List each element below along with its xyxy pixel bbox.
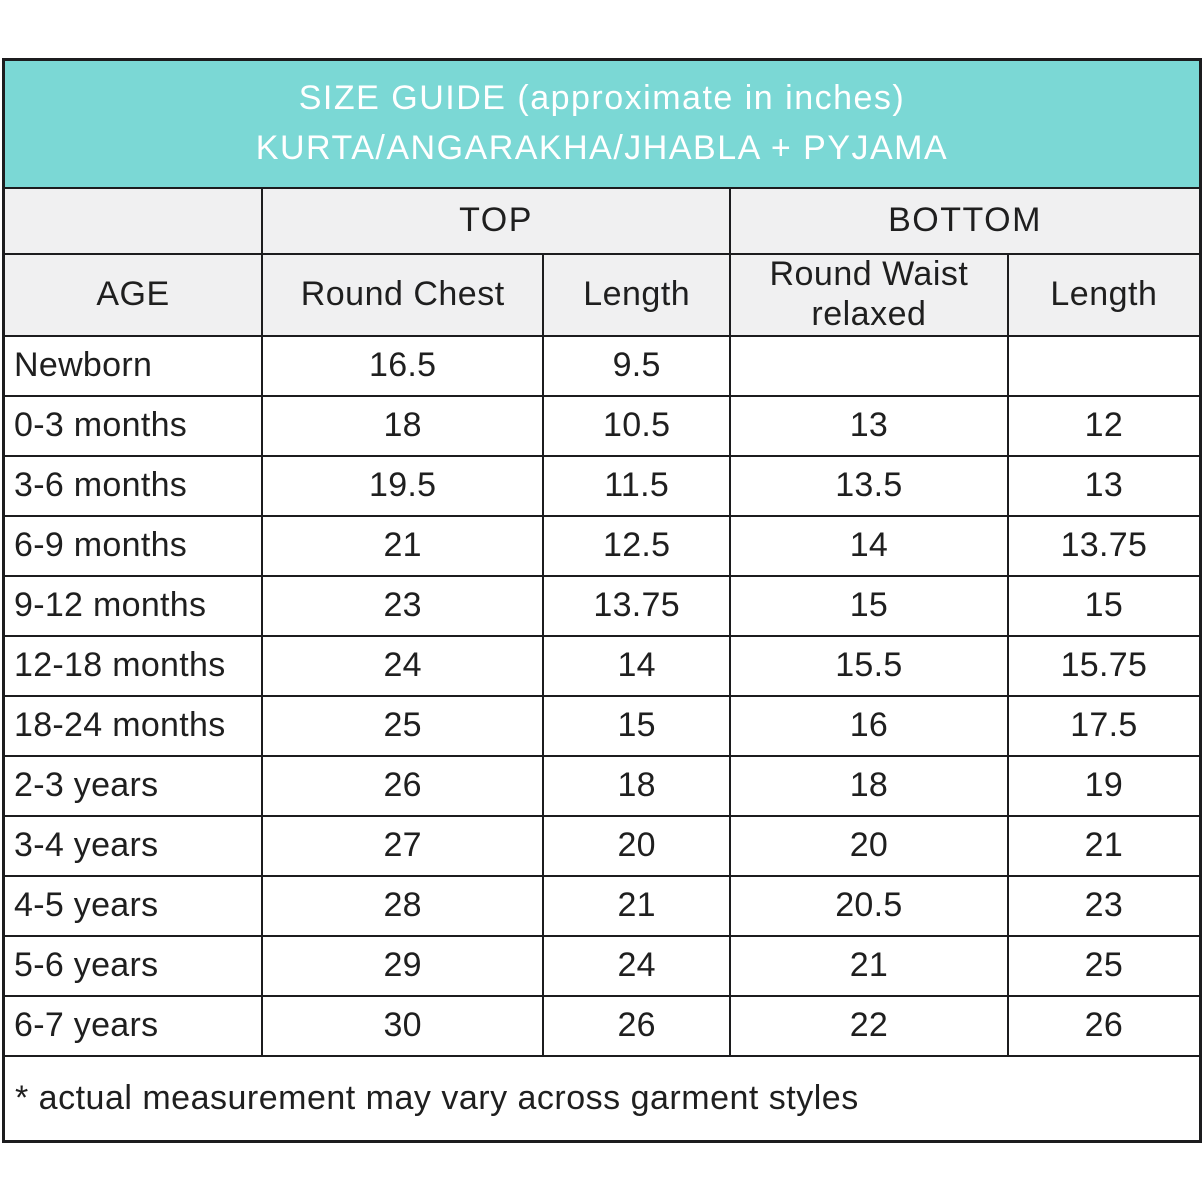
value-cell: 21 <box>729 934 1009 997</box>
value-cell: 12 <box>1006 394 1202 457</box>
value-cell: 10.5 <box>542 394 732 457</box>
col-header-round-chest: Round Chest <box>261 252 545 337</box>
value-cell: 27 <box>261 814 545 877</box>
value-cell: 22 <box>729 994 1009 1057</box>
value-cell <box>729 334 1009 397</box>
size-guide-container: SIZE GUIDE (approximate in inches) KURTA… <box>2 58 1202 1143</box>
age-cell: 6-7 years <box>2 994 264 1057</box>
column-header-row: AGE Round Chest Length Round Waist relax… <box>2 252 1202 337</box>
size-guide-table: SIZE GUIDE (approximate in inches) KURTA… <box>2 58 1202 1143</box>
value-cell: 20 <box>542 814 732 877</box>
footnote-text: * actual measurement may vary across gar… <box>2 1054 1202 1143</box>
age-cell: 4-5 years <box>2 874 264 937</box>
table-title: SIZE GUIDE (approximate in inches) KURTA… <box>2 58 1202 189</box>
age-cell: 5-6 years <box>2 934 264 997</box>
age-cell: 2-3 years <box>2 754 264 817</box>
value-cell: 15.75 <box>1006 634 1202 697</box>
col-header-age: AGE <box>2 252 264 337</box>
value-cell: 16.5 <box>261 334 545 397</box>
value-cell: 24 <box>261 634 545 697</box>
table-row: 3-4 years 27 20 20 21 <box>2 814 1202 877</box>
value-cell: 11.5 <box>542 454 732 517</box>
value-cell: 28 <box>261 874 545 937</box>
table-row: 9-12 months 23 13.75 15 15 <box>2 574 1202 637</box>
table-row: 0-3 months 18 10.5 13 12 <box>2 394 1202 457</box>
table-row: 12-18 months 24 14 15.5 15.75 <box>2 634 1202 697</box>
value-cell: 15 <box>729 574 1009 637</box>
title-line-1: SIZE GUIDE (approximate in inches) <box>298 79 906 118</box>
table-row: 18-24 months 25 15 16 17.5 <box>2 694 1202 757</box>
col-header-top-length: Length <box>542 252 732 337</box>
value-cell: 19.5 <box>261 454 545 517</box>
value-cell: 18 <box>729 754 1009 817</box>
value-cell: 13.5 <box>729 454 1009 517</box>
value-cell: 13.75 <box>1006 514 1202 577</box>
table-row: 3-6 months 19.5 11.5 13.5 13 <box>2 454 1202 517</box>
value-cell: 21 <box>1006 814 1202 877</box>
value-cell: 15 <box>542 694 732 757</box>
value-cell: 21 <box>261 514 545 577</box>
value-cell: 18 <box>261 394 545 457</box>
table-row: 6-9 months 21 12.5 14 13.75 <box>2 514 1202 577</box>
value-cell: 29 <box>261 934 545 997</box>
age-cell: 3-4 years <box>2 814 264 877</box>
value-cell: 13 <box>729 394 1009 457</box>
footnote-row: * actual measurement may vary across gar… <box>2 1054 1202 1143</box>
value-cell: 13.75 <box>542 574 732 637</box>
table-row: 5-6 years 29 24 21 25 <box>2 934 1202 997</box>
value-cell: 16 <box>729 694 1009 757</box>
value-cell: 20.5 <box>729 874 1009 937</box>
value-cell: 24 <box>542 934 732 997</box>
age-cell: Newborn <box>2 334 264 397</box>
table-row: 4-5 years 28 21 20.5 23 <box>2 874 1202 937</box>
col-header-round-waist: Round Waist relaxed <box>729 252 1009 337</box>
value-cell: 17.5 <box>1006 694 1202 757</box>
age-cell: 6-9 months <box>2 514 264 577</box>
title-row: SIZE GUIDE (approximate in inches) KURTA… <box>2 58 1202 189</box>
age-cell: 0-3 months <box>2 394 264 457</box>
col-header-bottom-length: Length <box>1006 252 1202 337</box>
value-cell: 30 <box>261 994 545 1057</box>
table-row: 2-3 years 26 18 18 19 <box>2 754 1202 817</box>
value-cell: 15 <box>1006 574 1202 637</box>
group-top: TOP <box>261 186 732 255</box>
table-row: Newborn 16.5 9.5 <box>2 334 1202 397</box>
value-cell: 26 <box>261 754 545 817</box>
age-cell: 12-18 months <box>2 634 264 697</box>
group-bottom: BOTTOM <box>729 186 1202 255</box>
value-cell: 12.5 <box>542 514 732 577</box>
value-cell: 14 <box>542 634 732 697</box>
value-cell: 15.5 <box>729 634 1009 697</box>
value-cell: 26 <box>1006 994 1202 1057</box>
value-cell: 9.5 <box>542 334 732 397</box>
age-cell: 3-6 months <box>2 454 264 517</box>
value-cell: 14 <box>729 514 1009 577</box>
value-cell: 21 <box>542 874 732 937</box>
value-cell: 26 <box>542 994 732 1057</box>
age-cell: 9-12 months <box>2 574 264 637</box>
value-cell: 20 <box>729 814 1009 877</box>
value-cell: 23 <box>1006 874 1202 937</box>
group-empty-cell <box>2 186 264 255</box>
value-cell: 25 <box>1006 934 1202 997</box>
age-cell: 18-24 months <box>2 694 264 757</box>
group-header-row: TOP BOTTOM <box>2 186 1202 255</box>
table-row: 6-7 years 30 26 22 26 <box>2 994 1202 1057</box>
value-cell: 13 <box>1006 454 1202 517</box>
value-cell <box>1006 334 1202 397</box>
value-cell: 19 <box>1006 754 1202 817</box>
title-line-2: KURTA/ANGARAKHA/JHABLA + PYJAMA <box>255 128 949 167</box>
value-cell: 18 <box>542 754 732 817</box>
value-cell: 23 <box>261 574 545 637</box>
value-cell: 25 <box>261 694 545 757</box>
